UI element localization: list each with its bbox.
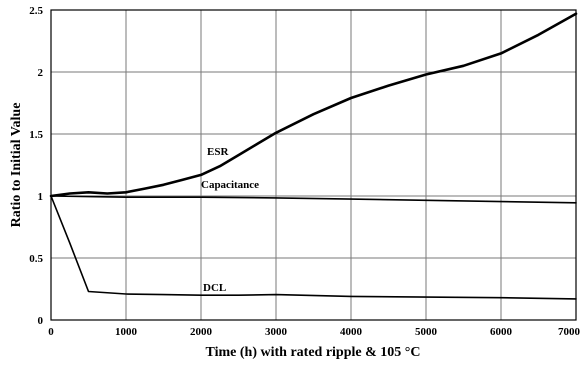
y-tick-label: 2.5 xyxy=(29,5,43,17)
y-tick-label: 0 xyxy=(38,315,44,327)
y-tick-label: 1.5 xyxy=(29,129,43,141)
x-axis-ticks: 0 1000 2000 3000 4000 5000 6000 7000 xyxy=(48,326,580,338)
series-label-dcl: DCL xyxy=(203,282,226,294)
x-tick-label: 2000 xyxy=(190,326,213,338)
x-tick-label: 4000 xyxy=(340,326,363,338)
x-axis-title: Time (h) with rated ripple & 105 °C xyxy=(206,345,421,360)
y-axis-title: Ratio to Initial Value xyxy=(9,103,24,228)
x-tick-label: 5000 xyxy=(415,326,438,338)
series-line-capacitance xyxy=(50,195,577,204)
x-tick-label: 7000 xyxy=(558,326,581,338)
x-tick-label: 3000 xyxy=(265,326,288,338)
gridlines xyxy=(51,10,576,320)
series-label-esr: ESR xyxy=(207,146,229,158)
x-tick-label: 0 xyxy=(48,326,54,338)
plot-frame xyxy=(50,9,577,321)
series-line-dcl xyxy=(50,195,577,300)
y-axis-ticks: 0 0.5 1 1.5 2 2.5 xyxy=(29,5,43,327)
x-tick-label: 6000 xyxy=(490,326,513,338)
x-tick-label: 1000 xyxy=(115,326,138,338)
y-tick-label: 2 xyxy=(38,67,44,79)
y-tick-label: 1 xyxy=(38,191,44,203)
series-line-esr xyxy=(49,12,578,198)
y-tick-label: 0.5 xyxy=(29,253,43,265)
series-label-capacitance: Capacitance xyxy=(201,179,259,191)
series-lines xyxy=(49,12,578,300)
